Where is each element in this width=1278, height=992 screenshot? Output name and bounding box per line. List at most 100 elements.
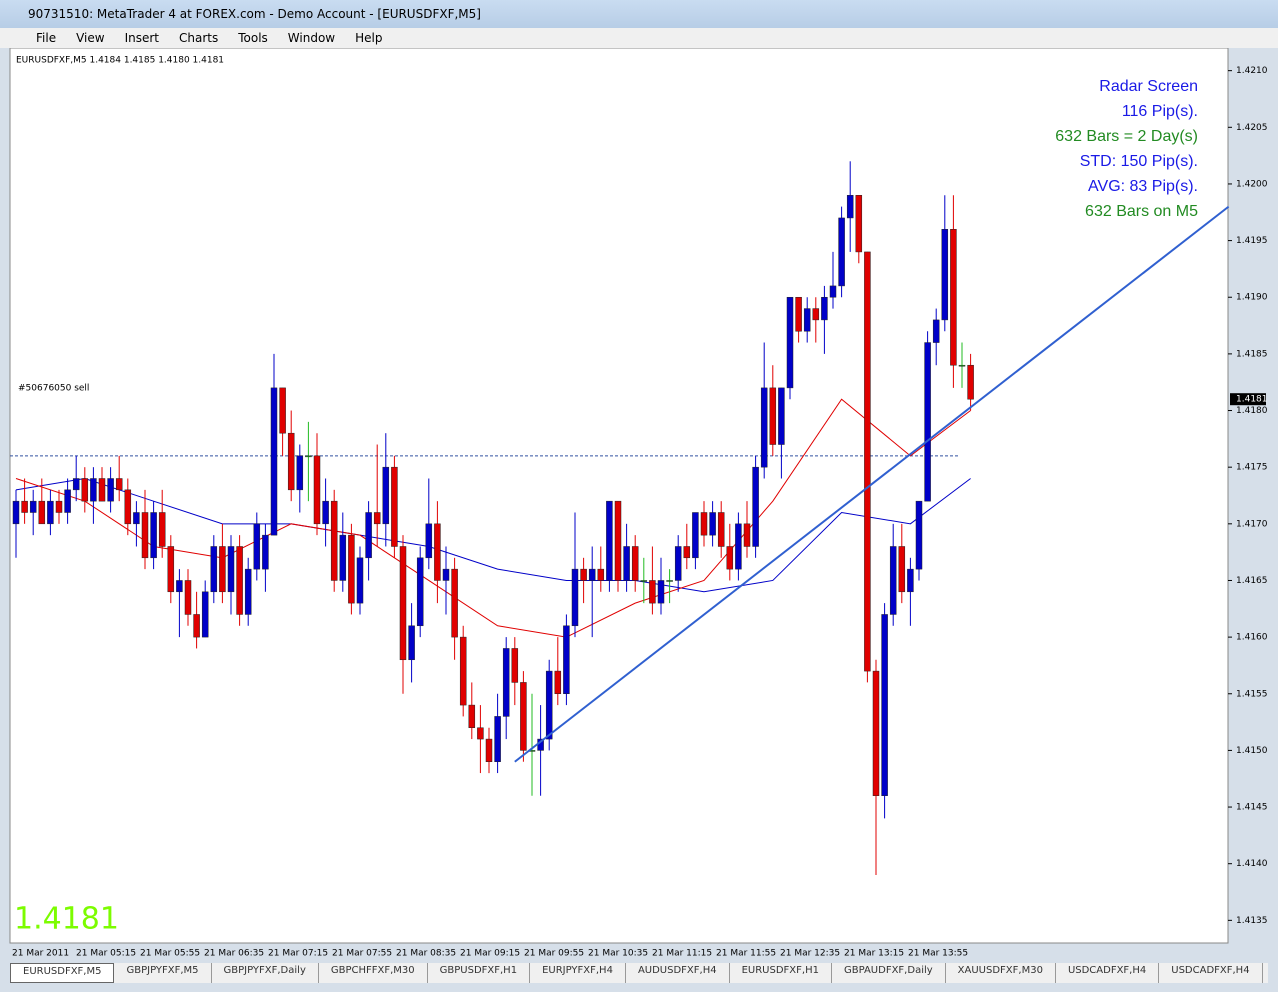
annotation: Radar Screen [1099,78,1198,95]
candle-body [554,670,562,695]
candle-body [176,580,183,593]
candle-body [29,500,37,513]
chart-tab[interactable]: XAUUSDFXF,M30 [946,963,1056,983]
candle-body [511,648,519,683]
candle-body [717,512,725,547]
order-label: #50676050 sell [18,383,89,393]
candle-body [12,500,20,525]
candle-body [322,500,329,525]
candle-body [631,546,639,581]
candle-body [743,523,751,547]
candle-body [64,489,71,513]
candle-body [287,432,295,491]
candle-body [348,534,355,604]
candle-body [416,557,424,627]
chart-tab[interactable]: GBPUSDFXF,H1 [428,963,531,983]
chart-tab[interactable]: GBPJPYFXF,Daily [212,963,319,983]
x-tick-label: 21 Mar 2011 [12,949,69,959]
candle-body [494,716,501,762]
candle-body [201,591,209,638]
chart-tab[interactable]: GBPCHFFXF,M30 [319,963,428,983]
y-tick-label: 1.4180 [1236,406,1268,416]
candle-body [709,512,716,536]
candle-body [365,512,372,559]
candle-body [425,523,433,559]
candle-body [262,534,269,570]
y-tick-label: 1.4205 [1236,123,1268,133]
y-tick-label: 1.4145 [1236,803,1268,813]
y-tick-label: 1.4210 [1236,66,1268,76]
candle-body [90,478,97,502]
candle-body [795,296,802,332]
x-tick-label: 21 Mar 12:35 [780,949,840,959]
candle-body [193,614,200,638]
candle-body [150,512,157,559]
candle-body [588,568,596,581]
candle-body [924,342,931,502]
x-tick-label: 21 Mar 13:15 [844,949,904,959]
candle-body [640,580,648,582]
annotation: 632 Bars = 2 Day(s) [1055,128,1198,145]
candle-body [55,500,63,513]
chart-tab[interactable]: AUDUSDFXF,H4 [626,963,730,983]
candle-body [674,546,682,581]
candle-body [391,466,398,547]
candle-body [399,546,407,661]
chart-tab[interactable]: GI [1263,963,1268,983]
candle-body [563,625,570,695]
candle-body [279,387,286,434]
y-tick-label: 1.4150 [1236,746,1268,756]
candle-body [21,500,28,513]
y-tick-label: 1.4200 [1236,179,1268,189]
tab-bar: EURUSDFXF,M5 GBPJPYFXF,M5 GBPJPYFXF,Daily G… [10,963,1268,983]
menu-item[interactable]: Insert [124,31,159,45]
candle-body [442,568,450,581]
menu-item[interactable]: Window [287,31,336,45]
candle-body [305,455,312,458]
candle-body [571,568,579,627]
candle-body [485,738,493,762]
chart-tab[interactable]: USDCADFXF,H4 [1159,963,1263,983]
menu-item[interactable]: Charts [179,31,219,45]
candle-body [253,523,261,570]
chart-tab[interactable]: GBPAUDFXF,Daily [832,963,946,983]
chart-tab[interactable]: GBPJPYFXF,M5 [114,963,212,983]
candle-body [158,512,166,547]
chart-tab[interactable]: USDCADFXF,H4 [1056,963,1160,983]
candle-body [769,387,777,445]
candle-body [967,364,974,400]
candle-body [821,296,828,321]
candle-body [623,546,630,581]
menu-item[interactable]: View [76,31,105,45]
y-tick-label: 1.4195 [1236,236,1268,246]
chart-tab[interactable]: EURJPYFXF,H4 [530,963,626,983]
candle-body [356,557,364,604]
candle-body [81,478,89,502]
y-tick-label: 1.4135 [1236,916,1268,926]
x-tick-label: 21 Mar 11:55 [716,949,776,959]
candle-body [872,670,880,796]
chart-tab[interactable]: EURUSDFXF,H1 [730,963,832,983]
candle-body [932,319,940,343]
menu-item[interactable]: Tools [238,31,268,45]
annotation: AVG: 83 Pip(s). [1088,178,1198,195]
x-tick-label: 21 Mar 06:35 [204,949,264,959]
candle-body [700,512,708,536]
candle-body [735,523,742,570]
menu-item[interactable]: File [36,31,57,45]
x-tick-label: 21 Mar 09:55 [524,949,584,959]
chart: EURUSDFXF,M5 1.4184 1.4185 1.4180 1.4181… [9,48,1268,959]
candle-body [227,546,235,593]
candle-body [477,727,484,740]
candle-body [339,534,347,581]
y-tick-label: 1.4165 [1236,576,1268,586]
candle-body [907,568,914,593]
candle-body [829,285,837,298]
chart-tab[interactable]: EURUSDFXF,M5 [10,963,115,983]
candle-body [133,512,140,525]
y-tick-label: 1.4170 [1236,519,1268,529]
candle-body [649,580,656,604]
candle-body [846,195,854,219]
menu-item[interactable]: Help [355,31,383,45]
